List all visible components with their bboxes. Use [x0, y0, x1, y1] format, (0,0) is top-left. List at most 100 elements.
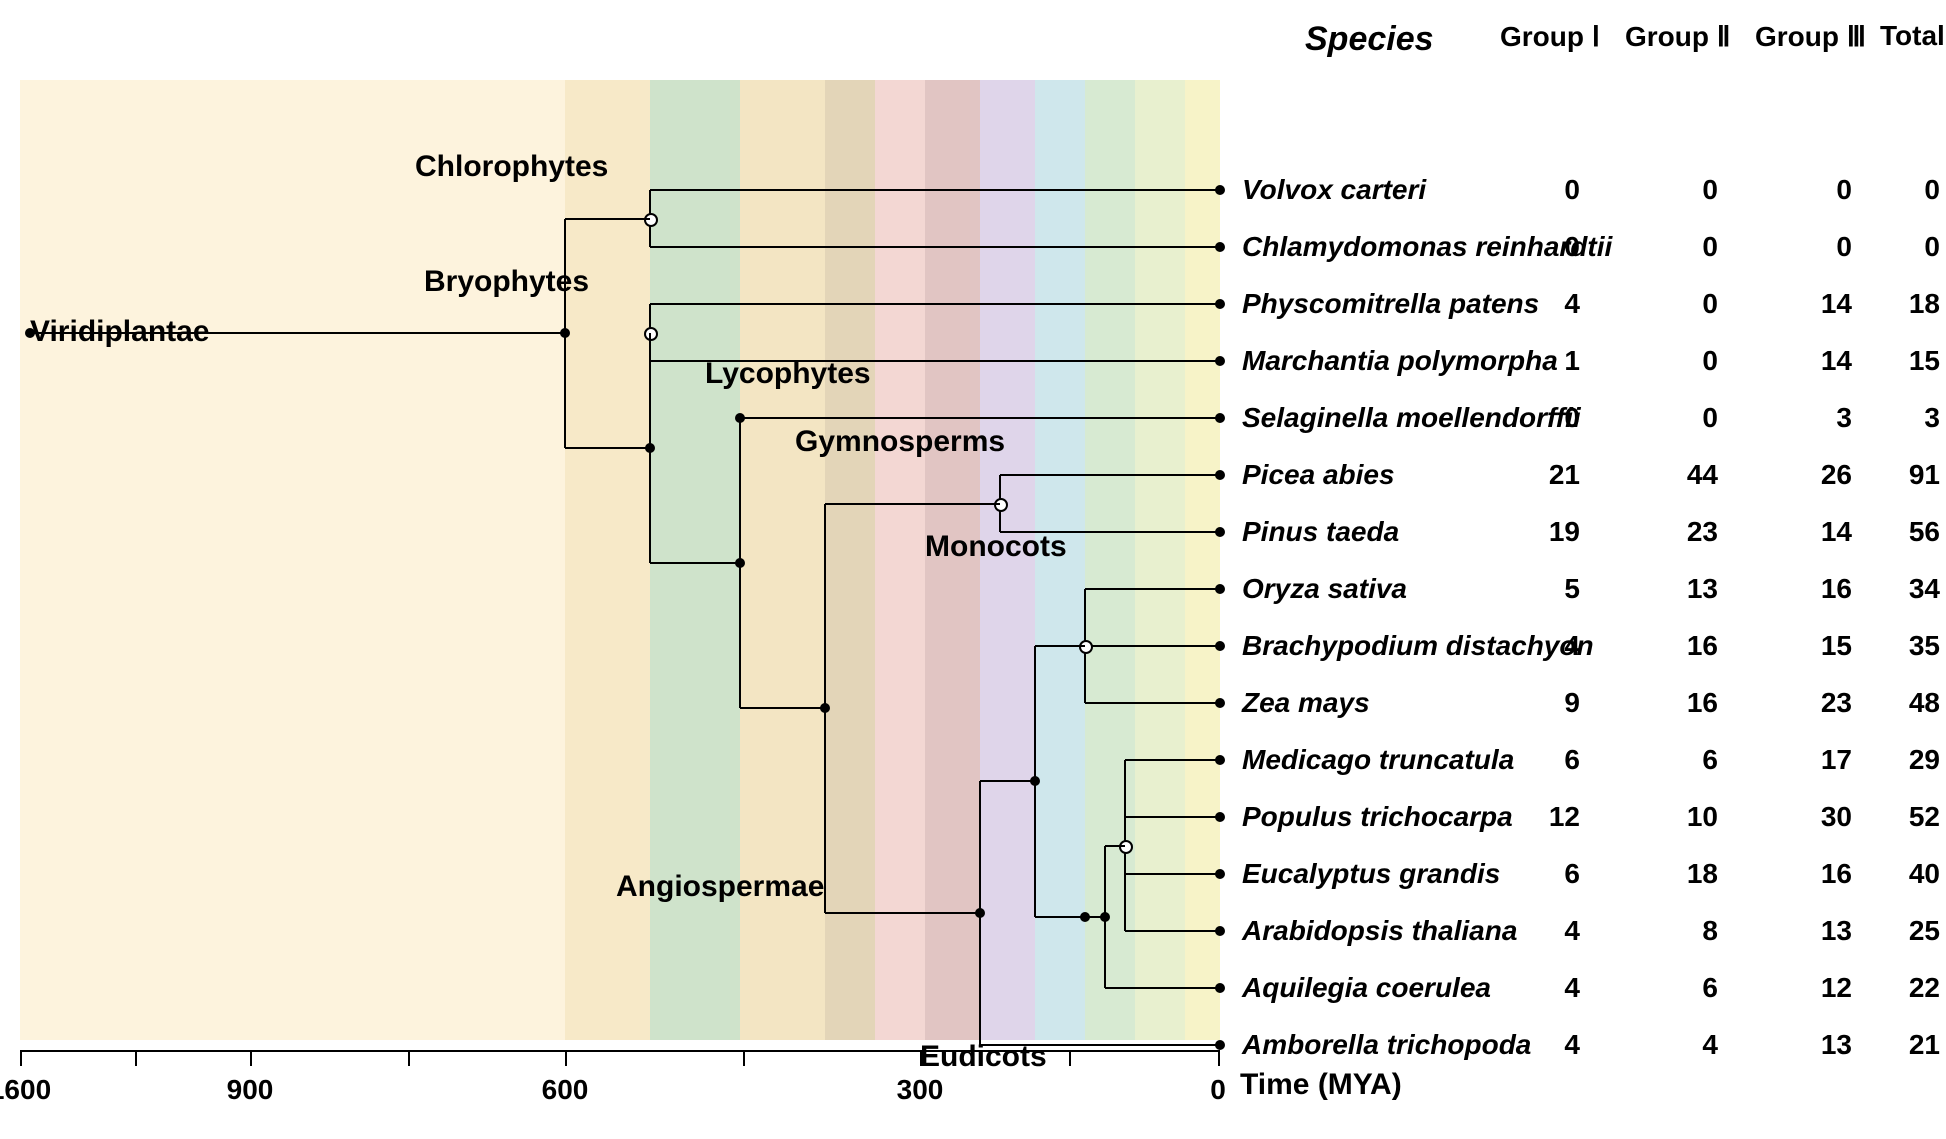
- species-g1-5: 21: [1520, 459, 1580, 491]
- species-name-5: Picea abies: [1242, 459, 1395, 491]
- species-tot-4: 3: [1880, 402, 1940, 434]
- species-g2-11: 10: [1658, 801, 1718, 833]
- species-g2-6: 23: [1658, 516, 1718, 548]
- species-g3-6: 14: [1792, 516, 1852, 548]
- species-tot-2: 18: [1880, 288, 1940, 320]
- species-g1-2: 4: [1520, 288, 1580, 320]
- species-g1-14: 4: [1520, 972, 1580, 1004]
- header-total: Total: [1880, 20, 1945, 52]
- edge-maj-emb: [565, 447, 650, 449]
- species-tot-3: 15: [1880, 345, 1940, 377]
- edge-med-mono: [1035, 645, 1085, 647]
- species-tot-1: 0: [1880, 231, 1940, 263]
- edge-core-10: [1125, 759, 1220, 761]
- clade-label-chlorophytes: Chlorophytes: [415, 150, 608, 184]
- species-g2-14: 6: [1658, 972, 1718, 1004]
- species-g2-10: 6: [1658, 744, 1718, 776]
- edge-aqu-core: [1105, 845, 1125, 847]
- species-g2-0: 0: [1658, 174, 1718, 206]
- species-g3-13: 13: [1792, 915, 1852, 947]
- edge-seed-lyco: [740, 417, 1220, 419]
- species-tot-10: 29: [1880, 744, 1940, 776]
- species-g1-7: 5: [1520, 573, 1580, 605]
- species-g1-1: 0: [1520, 231, 1580, 263]
- species-g2-8: 16: [1658, 630, 1718, 662]
- species-name-15: Amborella trichopoda: [1242, 1029, 1531, 1061]
- clade-label-angiospermae: Angiospermae: [616, 870, 824, 904]
- edge-core-13: [1125, 930, 1220, 932]
- species-g2-7: 13: [1658, 573, 1718, 605]
- node-bryophytes: [644, 327, 658, 341]
- clade-label-lycophytes: Lycophytes: [705, 357, 871, 391]
- species-g1-13: 4: [1520, 915, 1580, 947]
- species-g3-0: 0: [1792, 174, 1852, 206]
- species-g2-15: 4: [1658, 1029, 1718, 1061]
- axis-tick-2: [565, 1050, 567, 1066]
- clade-label-gymnosperms: Gymnosperms: [795, 425, 1005, 459]
- species-g2-1: 0: [1658, 231, 1718, 263]
- species-tot-14: 22: [1880, 972, 1940, 1004]
- species-g3-14: 12: [1792, 972, 1852, 1004]
- species-g2-12: 18: [1658, 858, 1718, 890]
- clade-label-bryophytes: Bryophytes: [424, 265, 589, 299]
- root-label: Viridiplantae: [30, 315, 210, 349]
- species-g1-11: 12: [1520, 801, 1580, 833]
- axis-tick-4: [1218, 1050, 1220, 1066]
- page: Species Group Ⅰ Group Ⅱ Group Ⅲ Total 16…: [0, 0, 1946, 1139]
- species-name-2: Physcomitrella patens: [1242, 288, 1539, 320]
- edge-bryo-physco: [650, 303, 1220, 305]
- species-g3-3: 14: [1792, 345, 1852, 377]
- species-g3-2: 14: [1792, 288, 1852, 320]
- header-group2: Group Ⅱ: [1625, 20, 1731, 53]
- edge-core-11: [1125, 816, 1220, 818]
- edge-seed-ang: [740, 707, 825, 709]
- edge-ang-amb: [825, 912, 980, 914]
- species-tot-7: 34: [1880, 573, 1940, 605]
- species-g3-11: 30: [1792, 801, 1852, 833]
- species-g1-4: 0: [1520, 402, 1580, 434]
- species-name-13: Arabidopsis thaliana: [1242, 915, 1517, 947]
- species-g3-12: 16: [1792, 858, 1852, 890]
- species-g3-1: 0: [1792, 231, 1852, 263]
- species-tot-11: 52: [1880, 801, 1940, 833]
- axis-minor-tick-2: [743, 1050, 745, 1066]
- species-g2-3: 0: [1658, 345, 1718, 377]
- species-g1-9: 9: [1520, 687, 1580, 719]
- species-g1-6: 19: [1520, 516, 1580, 548]
- species-g1-15: 4: [1520, 1029, 1580, 1061]
- time-band-9: [1085, 80, 1135, 1040]
- species-g3-9: 23: [1792, 687, 1852, 719]
- clade-label-eudicots: Eudicots: [920, 1040, 1047, 1074]
- species-name-3: Marchantia polymorpha: [1242, 345, 1558, 377]
- species-g1-8: 4: [1520, 630, 1580, 662]
- header-species: Species: [1305, 20, 1434, 59]
- edge-maj-chloro: [565, 218, 650, 220]
- axis-minor-tick-0: [135, 1050, 137, 1066]
- header-group3: Group Ⅲ: [1755, 20, 1866, 53]
- edge-med-eud: [1035, 916, 1085, 918]
- edge-mono-brachy: [1085, 645, 1220, 647]
- axis-tick-label-1: 900: [227, 1074, 274, 1106]
- edge-mono-oryza: [1085, 588, 1220, 590]
- species-tot-12: 40: [1880, 858, 1940, 890]
- species-g2-5: 44: [1658, 459, 1718, 491]
- species-g3-8: 15: [1792, 630, 1852, 662]
- species-g3-10: 17: [1792, 744, 1852, 776]
- edge-chloro-chlamy: [650, 246, 1220, 248]
- edge-chloro-volvox: [650, 189, 1220, 191]
- species-g3-4: 3: [1792, 402, 1852, 434]
- node-gymnosperms: [994, 498, 1008, 512]
- time-band-0: [20, 80, 565, 1040]
- species-g1-12: 6: [1520, 858, 1580, 890]
- species-name-7: Oryza sativa: [1242, 573, 1407, 605]
- species-g2-4: 0: [1658, 402, 1718, 434]
- species-tot-5: 91: [1880, 459, 1940, 491]
- axis-tick-label-4: 0: [1210, 1074, 1226, 1106]
- clade-label-monocots: Monocots: [925, 530, 1067, 564]
- species-tot-9: 48: [1880, 687, 1940, 719]
- species-name-9: Zea mays: [1242, 687, 1370, 719]
- axis-minor-tick-3: [1069, 1050, 1071, 1066]
- species-g1-10: 6: [1520, 744, 1580, 776]
- species-tot-6: 56: [1880, 516, 1940, 548]
- species-g3-15: 13: [1792, 1029, 1852, 1061]
